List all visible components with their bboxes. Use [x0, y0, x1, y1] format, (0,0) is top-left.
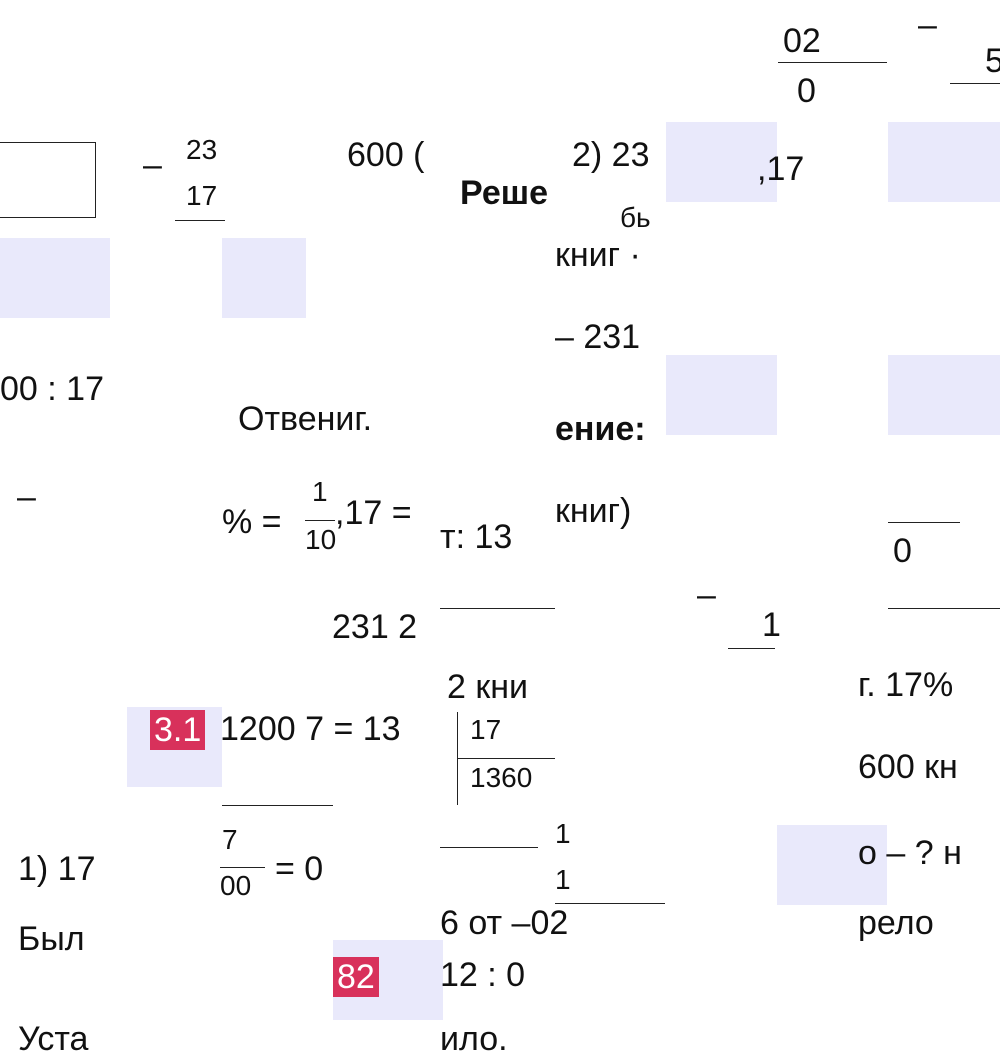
text: рело — [858, 904, 934, 942]
text: 00 — [220, 870, 252, 901]
text: книг) — [555, 492, 632, 530]
rule — [728, 648, 775, 649]
text: 1 — [312, 476, 328, 507]
text: 2 кни — [447, 668, 528, 706]
text: 0 — [797, 72, 816, 110]
text: 1 — [555, 864, 571, 895]
text: 2) 23 — [572, 136, 650, 174]
rule — [175, 220, 225, 221]
rule — [778, 62, 887, 63]
text: Уста — [18, 1020, 89, 1058]
text: 1) 17 — [18, 850, 96, 888]
text: 17 — [470, 714, 502, 745]
rule — [222, 805, 333, 806]
rule — [888, 608, 1000, 609]
rule — [305, 520, 335, 521]
text: 10 — [305, 524, 337, 555]
text: 0 — [893, 532, 912, 570]
text: – 231 — [555, 318, 641, 356]
text: 17 — [186, 180, 218, 211]
text: книг · — [555, 236, 641, 274]
placeholder — [777, 825, 887, 905]
text: – — [918, 6, 937, 44]
rule — [440, 847, 538, 848]
text: 00 : 17 — [0, 370, 104, 408]
text: Отвениг. — [238, 400, 373, 438]
placeholder — [0, 238, 110, 318]
rule — [888, 522, 960, 523]
text: 1 — [555, 818, 571, 849]
text: 231 2 — [332, 608, 418, 646]
text: 23 — [186, 134, 218, 165]
text: – — [17, 478, 36, 516]
text: т: 13 — [440, 518, 513, 556]
text: 1 — [762, 606, 781, 644]
placeholder — [666, 122, 777, 202]
badge: 3.1 — [150, 710, 206, 750]
rule — [220, 867, 265, 868]
text: – — [697, 576, 716, 614]
text: 600 ( — [347, 136, 425, 174]
placeholder — [222, 238, 306, 318]
text: 7 — [222, 824, 238, 855]
rule — [440, 608, 555, 609]
placeholder — [666, 355, 777, 435]
text: 12 : 0 — [440, 956, 526, 994]
rule — [457, 758, 555, 759]
text: 5 — [985, 42, 1000, 80]
placeholder — [888, 355, 1000, 435]
text: – — [143, 146, 162, 184]
text: 02 — [783, 22, 821, 60]
badge: 82 — [333, 957, 379, 997]
text: ,17 — [757, 150, 805, 188]
text: Реше — [460, 174, 548, 212]
text: 600 кн — [858, 748, 958, 786]
rule — [950, 83, 1000, 84]
text: г. 17% — [858, 666, 954, 704]
placeholder — [888, 122, 1000, 202]
text: о – ? н — [858, 834, 962, 872]
rule — [555, 903, 665, 904]
text: 1200 7 = 13 — [220, 710, 401, 748]
text: бь — [620, 202, 651, 233]
text: ило. — [440, 1020, 508, 1058]
text: ение: — [555, 410, 646, 448]
text: 6 от –02 — [440, 904, 569, 942]
text: % = — [222, 503, 282, 541]
input-frame — [0, 142, 96, 218]
text: = 0 — [275, 850, 324, 888]
text: 1360 — [470, 762, 533, 793]
rule — [457, 712, 458, 805]
text: Был — [18, 920, 85, 958]
text: ,17 = — [335, 494, 412, 532]
